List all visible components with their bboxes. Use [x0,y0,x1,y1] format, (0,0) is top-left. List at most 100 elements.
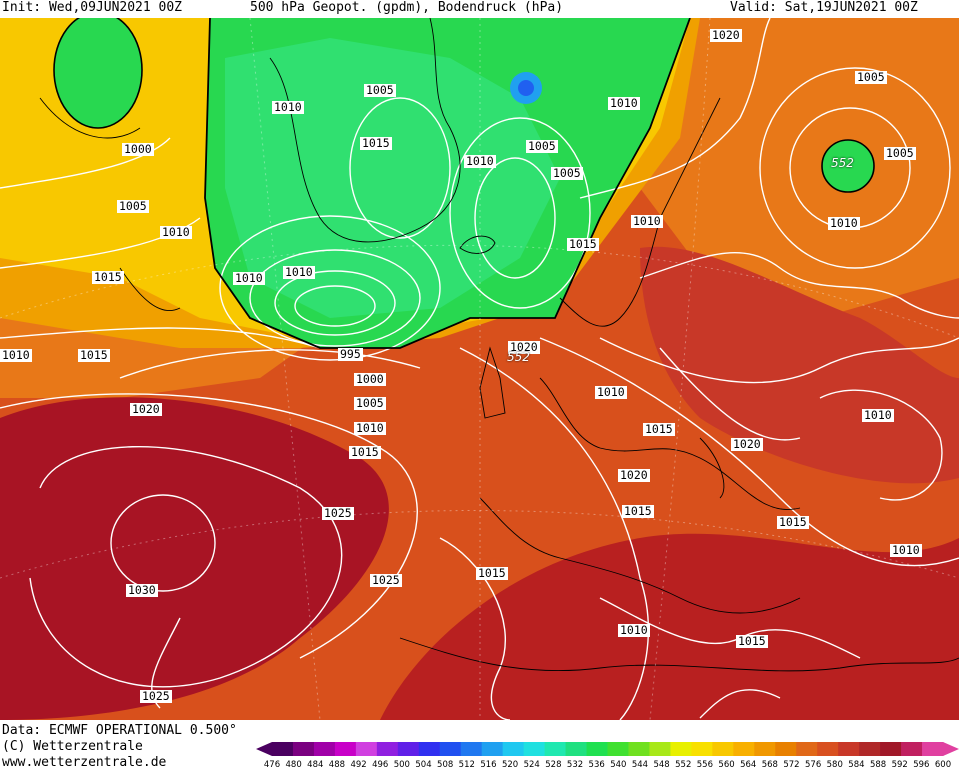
valid-time: Valid: Sat,19JUN2021 00Z [730,0,918,15]
isobar-label: 1010 [354,421,386,435]
colorbar-swatch [859,742,881,756]
isobar-label: 1020 [618,468,650,482]
colorbar-swatch [733,742,755,756]
colorbar-swatch [586,742,608,756]
coastlines [39,18,959,672]
colorbar-swatch [439,742,462,756]
isobar-label: 1010 [890,543,922,557]
isobar-label: 1010 [828,216,860,230]
colorbar-swatch [376,742,399,756]
isobar-label: 1015 [567,237,599,251]
colorbar-swatch [712,742,734,756]
colorbar-tick-label: 488 [328,760,346,770]
colorbar [256,742,959,756]
colorbar-swatch [817,742,839,756]
colorbar-tick-label: 568 [761,760,778,770]
colorbar-tick-label: 600 [934,760,952,770]
colorbar-swatch [334,742,357,756]
colorbar-swatch [544,742,567,756]
isobar-label: 1015 [622,504,654,518]
isobar-label: 1030 [126,583,158,597]
isobar-label: 995 [338,347,363,361]
isobar-label: 1020 [508,340,540,354]
colorbar-tick-label: 572 [783,760,800,770]
isobar-label: 1015 [349,445,381,459]
colorbar-swatch [901,742,923,756]
isobar-label: 1000 [354,372,386,386]
isobar-label: 1010 [631,214,663,228]
colorbar-swatch [691,742,713,756]
colorbar-tick-label: 532 [566,760,584,770]
website-url: www.wetterzentrale.de [2,755,167,770]
isobar-label: 1025 [322,506,354,520]
colorbar-tick-label: 596 [913,760,930,770]
isobar-label: 1015 [92,270,124,284]
init-time: Init: Wed,09JUN2021 00Z [2,0,183,15]
colorbar-swatch [754,742,776,756]
colorbar-swatch [607,742,629,756]
map-field [0,18,959,720]
colorbar-tick-label: 492 [350,760,367,770]
colorbar-swatch [649,742,671,756]
colorbar-arrow-right [943,742,959,756]
colorbar-swatch [481,742,504,756]
isobar-label: 1025 [140,689,172,703]
isobar-label: 1000 [122,142,154,156]
isobar-label: 1020 [130,402,162,416]
colorbar-tick-label: 540 [610,760,627,770]
colorbar-tick-label: 512 [458,760,475,770]
colorbar-tick-label: 552 [675,760,692,770]
isobar-label: 1010 [272,100,304,114]
colorbar-swatch [922,742,944,756]
northeast-low [822,140,874,192]
colorbar-tick-label: 564 [740,760,757,770]
colorbar-swatch [565,742,588,756]
isobar-label: 1005 [551,166,583,180]
isobar-label: 1015 [736,634,768,648]
colorbar-swatch [418,742,441,756]
northwest-low [54,18,142,128]
colorbar-tick-label: 528 [545,760,562,770]
colorbar-tick-label: 560 [718,760,735,770]
isobar-label: 1010 [618,623,650,637]
isobar-label: 1010 [595,385,627,399]
isobar-label: 1010 [608,96,640,110]
isobar-label: 1015 [777,515,809,529]
colorbar-swatch [272,742,294,756]
isobar-label: 1010 [0,348,32,362]
colorbar-tick-label: 500 [393,760,410,770]
isobar-label: 1020 [710,28,742,42]
colorbar-tick-label: 496 [372,760,389,770]
header-bar: Init: Wed,09JUN2021 00Z 500 hPa Geopot. … [0,0,959,18]
colorbar-swatch [670,742,692,756]
colorbar-swatch [292,742,315,756]
colorbar-tick-label: 544 [631,760,649,770]
colorbar-tick-label: 504 [415,760,432,770]
isobar-label: 1010 [233,271,265,285]
552-contour [204,18,691,349]
colorbar-tick-label: 548 [653,760,670,770]
isobar-label: 1010 [464,154,496,168]
isobar-label: 1005 [354,396,386,410]
colorbar-swatch [397,742,420,756]
colorbar-swatch [796,742,818,756]
geopotential-label: 552 [831,156,854,170]
colorbar-swatch [460,742,483,756]
colorbar-swatch [502,742,525,756]
isobar-label: 1005 [364,83,396,97]
colorbar-tick-label: 588 [869,760,887,770]
colorbar-swatch [880,742,902,756]
isobar-label: 1015 [476,566,508,580]
isobar-label: 1015 [643,422,675,436]
colorbar-tick-label: 536 [588,760,605,770]
geopotential-label: 552 [507,350,530,364]
colorbar-tick-label: 580 [826,760,843,770]
graticule [0,18,959,720]
colorbar-swatch [838,742,860,756]
colorbar-swatch [775,742,797,756]
subtropical-high [0,397,389,720]
colorbar-tick-label: 508 [437,760,454,770]
colorbar-arrow-left [256,742,272,756]
colorbar-swatch [523,742,546,756]
